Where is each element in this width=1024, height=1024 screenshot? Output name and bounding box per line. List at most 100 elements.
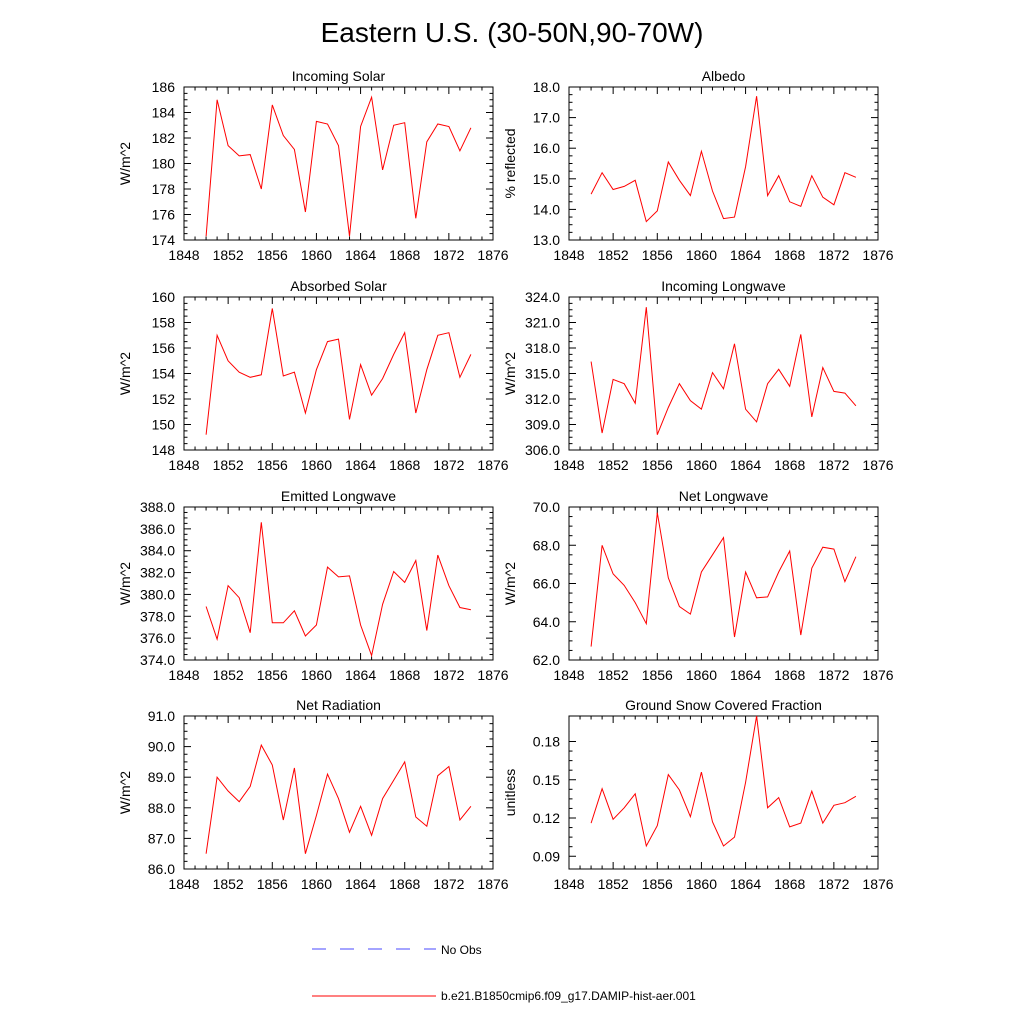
x-tick-label: 1852	[598, 876, 629, 892]
y-tick-label: 0.09	[533, 848, 560, 864]
series-line	[205, 743, 472, 854]
x-tick-label: 1860	[301, 876, 332, 892]
x-tick-label: 1864	[345, 457, 376, 473]
x-tick-label: 1868	[774, 457, 805, 473]
x-tick-label: 1852	[213, 876, 244, 892]
series-line	[205, 95, 472, 237]
x-tick-label: 1848	[168, 876, 199, 892]
y-tick-label: 158	[152, 315, 176, 331]
y-tick-label: 66.0	[533, 576, 560, 592]
y-tick-label: 18.0	[533, 79, 560, 95]
x-tick-label: 1848	[553, 247, 584, 263]
y-axis-label: W/m^2	[117, 142, 133, 185]
x-tick-label: 1848	[168, 247, 199, 263]
y-axis-label: unitless	[502, 769, 518, 816]
x-tick-label: 1864	[345, 667, 376, 683]
x-tick-label: 1860	[686, 876, 717, 892]
x-tick-label: 1868	[774, 667, 805, 683]
series-line	[590, 715, 857, 848]
y-axis-label: W/m^2	[117, 352, 133, 395]
x-tick-label: 1868	[774, 876, 805, 892]
y-tick-label: 152	[152, 391, 176, 407]
plot-frame	[568, 296, 879, 451]
y-axis-label: % reflected	[502, 128, 518, 198]
x-tick-label: 1860	[686, 667, 717, 683]
y-tick-label: 13.0	[533, 232, 560, 248]
x-tick-label: 1852	[598, 457, 629, 473]
y-tick-label: 148	[152, 442, 176, 458]
x-tick-label: 1852	[598, 247, 629, 263]
y-tick-label: 90.0	[148, 739, 175, 755]
y-tick-label: 88.0	[148, 800, 175, 816]
x-tick-label: 1868	[389, 876, 420, 892]
series-line	[590, 512, 857, 647]
plot-frame	[568, 506, 879, 661]
panel-title: Albedo	[702, 68, 746, 84]
y-tick-label: 156	[152, 340, 176, 356]
panels-grid: Incoming Solar W/m^2 1848 1852 1856 1860 1864 1…	[117, 68, 894, 892]
x-tick-label: 1860	[301, 457, 332, 473]
panel-3: Absorbed Solar W/m^2 1848 1852 1856 1860 1864 1…	[117, 278, 509, 473]
x-tick-label: 1872	[433, 876, 464, 892]
legend: No Obs b.e21.B1850cmip6.f09_g17.DAMIP-hi…	[312, 943, 696, 1003]
x-tick-label: 1864	[730, 667, 761, 683]
x-tick-label: 1868	[774, 247, 805, 263]
x-tick-label: 1852	[213, 247, 244, 263]
y-axis-label: W/m^2	[117, 771, 133, 814]
x-tick-label: 1868	[389, 247, 420, 263]
y-tick-label: 150	[152, 417, 176, 433]
x-tick-label: 1848	[168, 667, 199, 683]
x-tick-label: 1872	[818, 457, 849, 473]
x-tick-label: 1852	[598, 667, 629, 683]
y-tick-label: 186	[152, 79, 176, 95]
panel-title: Incoming Longwave	[661, 278, 786, 294]
y-tick-label: 0.15	[533, 772, 560, 788]
x-tick-label: 1864	[345, 876, 376, 892]
x-tick-label: 1876	[862, 667, 893, 683]
series-line	[590, 96, 857, 223]
series-line	[205, 308, 472, 435]
plot-frame	[568, 86, 879, 241]
x-tick-label: 1864	[345, 247, 376, 263]
legend-obs-label: No Obs	[441, 943, 482, 957]
y-tick-label: 14.0	[533, 201, 560, 217]
panel-title: Absorbed Solar	[290, 278, 387, 294]
x-tick-label: 1848	[553, 457, 584, 473]
y-tick-label: 386.0	[140, 521, 175, 537]
y-tick-label: 324.0	[525, 289, 560, 305]
x-tick-label: 1876	[477, 667, 508, 683]
x-tick-label: 1860	[686, 247, 717, 263]
y-tick-label: 388.0	[140, 499, 175, 515]
y-tick-label: 16.0	[533, 140, 560, 156]
y-tick-label: 376.0	[140, 630, 175, 646]
x-tick-label: 1872	[818, 247, 849, 263]
plot-frame	[183, 506, 494, 661]
x-tick-label: 1876	[862, 247, 893, 263]
panel-5: Emitted Longwave W/m^2 1848 1852 1856 1860 186…	[117, 488, 509, 683]
x-tick-label: 1868	[389, 667, 420, 683]
y-tick-label: 321.0	[525, 315, 560, 331]
panel-title: Incoming Solar	[292, 68, 386, 84]
y-tick-label: 68.0	[533, 537, 560, 553]
x-tick-label: 1872	[433, 247, 464, 263]
y-tick-label: 318.0	[525, 340, 560, 356]
x-tick-label: 1856	[642, 667, 673, 683]
x-tick-label: 1872	[433, 457, 464, 473]
x-tick-label: 1848	[168, 457, 199, 473]
legend-model-label: b.e21.B1850cmip6.f09_g17.DAMIP-hist-aer.…	[441, 989, 696, 1003]
y-axis-label: W/m^2	[502, 352, 518, 395]
y-tick-label: 86.0	[148, 861, 175, 877]
panel-title: Net Longwave	[679, 488, 769, 504]
y-tick-label: 312.0	[525, 391, 560, 407]
x-tick-label: 1856	[642, 876, 673, 892]
y-tick-label: 17.0	[533, 110, 560, 126]
x-tick-label: 1852	[213, 667, 244, 683]
y-axis-label: W/m^2	[502, 562, 518, 605]
x-tick-label: 1876	[477, 876, 508, 892]
y-tick-label: 87.0	[148, 830, 175, 846]
x-tick-label: 1856	[257, 667, 288, 683]
y-tick-label: 374.0	[140, 652, 175, 668]
y-tick-label: 180	[152, 156, 176, 172]
panel-8: Ground Snow Covered Fraction unitless 1848…	[502, 697, 894, 892]
